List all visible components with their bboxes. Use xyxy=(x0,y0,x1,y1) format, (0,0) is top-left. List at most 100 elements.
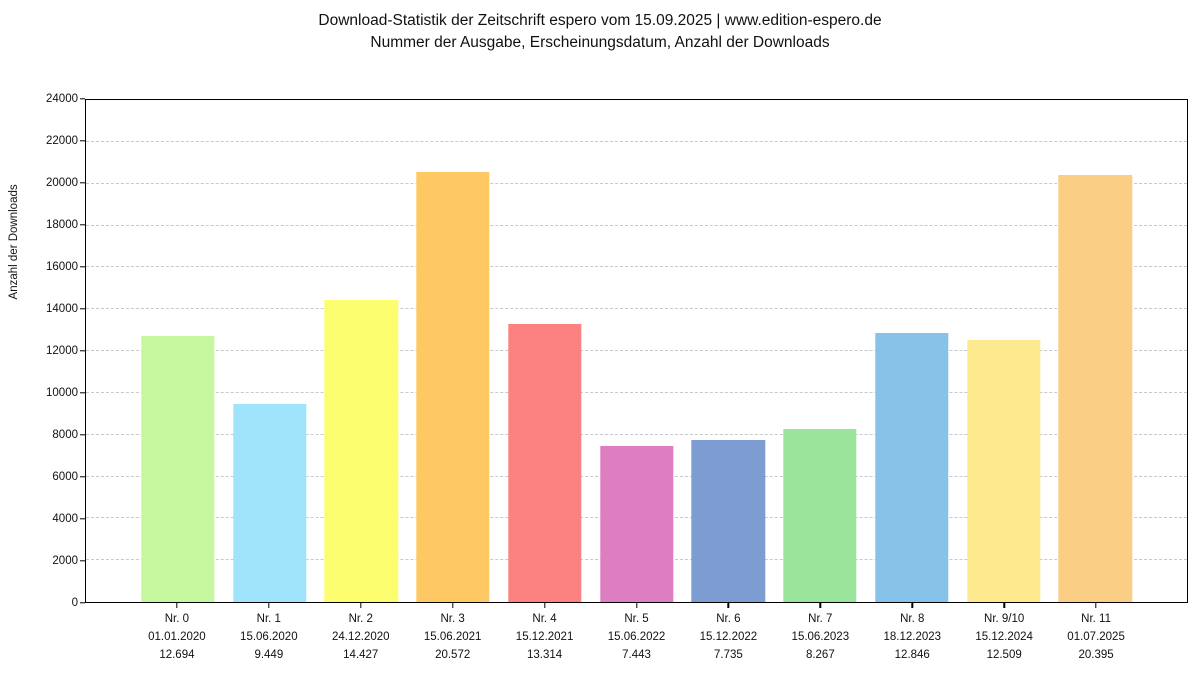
x-label-group-4: Nr. 4 15.12.2021 13.314 xyxy=(485,610,605,664)
download-count-label: 7.735 xyxy=(714,649,743,661)
x-tick-mark-4 xyxy=(543,603,546,608)
chart-title: Download-Statistik der Zeitschrift esper… xyxy=(318,12,882,29)
issue-number-label: Nr. 11 xyxy=(1081,613,1111,625)
x-label-group-7: Nr. 7 15.06.2023 8.267 xyxy=(760,610,880,664)
y-tick-mark-14000 xyxy=(80,308,85,310)
y-tick-mark-16000 xyxy=(80,266,85,268)
issue-date-label: 15.06.2021 xyxy=(423,631,482,643)
download-count-label: 9.449 xyxy=(254,649,284,661)
gridline-12000 xyxy=(86,350,1187,351)
issue-date-label: 24.12.2020 xyxy=(331,631,390,643)
issue-number-label: Nr. 4 xyxy=(532,613,557,625)
bar-nr-2 xyxy=(324,300,398,602)
y-tick-mark-8000 xyxy=(80,434,85,436)
x-label-group-10: Nr. 11 01.07.2025 20.395 xyxy=(1036,610,1156,664)
download-count-label: 12.846 xyxy=(894,649,930,661)
x-tick-mark-10 xyxy=(1095,603,1097,608)
issue-date-label: 18.12.2023 xyxy=(883,631,942,643)
gridline-16000 xyxy=(86,266,1187,268)
issue-number-label: Nr. 3 xyxy=(440,613,465,625)
x-tick-mark-9 xyxy=(1003,603,1005,608)
y-tick-mark-2000 xyxy=(80,560,85,562)
issue-number-label: Nr. 0 xyxy=(164,613,190,625)
download-count-label: 12.509 xyxy=(986,649,1022,661)
plot-area xyxy=(85,99,1188,603)
gridline-20000 xyxy=(86,182,1187,184)
issue-date-label: 01.07.2025 xyxy=(1067,631,1125,643)
issue-number-label: Nr. 2 xyxy=(348,613,373,625)
x-tick-mark-0 xyxy=(176,603,178,608)
issue-date-label: 15.06.2022 xyxy=(607,631,666,643)
y-tick-label-12000: 12000 xyxy=(46,345,78,357)
gridline-8000 xyxy=(86,433,1187,435)
x-tick-mark-1 xyxy=(268,603,270,608)
gridline-18000 xyxy=(86,224,1187,226)
issue-number-label: Nr. 8 xyxy=(900,613,925,625)
y-tick-mark-10000 xyxy=(80,392,85,394)
x-tick-mark-5 xyxy=(635,603,638,608)
download-count-label: 14.427 xyxy=(343,649,379,661)
bar-nr-11 xyxy=(1058,175,1132,602)
y-tick-mark-18000 xyxy=(80,224,85,226)
bar-nr-6 xyxy=(691,440,765,602)
x-label-group-8: Nr. 8 18.12.2023 12.846 xyxy=(852,610,972,664)
gridline-14000 xyxy=(86,308,1187,310)
download-count-label: 20.395 xyxy=(1078,649,1114,661)
bar-nr-8 xyxy=(875,333,949,602)
issue-number-label: Nr. 6 xyxy=(716,613,741,625)
y-tick-label-20000: 20000 xyxy=(46,177,78,189)
y-tick-mark-24000 xyxy=(80,98,85,100)
bar-nr-5 xyxy=(599,446,674,602)
y-axis-label: Anzahl der Downloads xyxy=(8,184,20,300)
x-tick-mark-6 xyxy=(727,603,730,608)
issue-number-label: Nr. 1 xyxy=(256,613,281,625)
x-tick-mark-8 xyxy=(911,603,913,608)
issue-date-label: 15.12.2021 xyxy=(515,631,574,643)
x-tick-mark-7 xyxy=(819,603,822,608)
issue-number-label: Nr. 9/10 xyxy=(984,613,1025,625)
bar-nr-9-10 xyxy=(966,340,1041,602)
y-tick-mark-20000 xyxy=(80,182,85,184)
y-tick-label-24000: 24000 xyxy=(46,93,78,105)
bar-nr-3 xyxy=(416,171,490,602)
issue-date-label: 15.12.2024 xyxy=(975,631,1033,643)
x-label-group-6: Nr. 6 15.12.2022 7.735 xyxy=(668,610,788,664)
y-tick-label-8000: 8000 xyxy=(52,429,78,441)
bar-nr-7 xyxy=(783,429,857,602)
download-count-label: 8.267 xyxy=(805,649,835,661)
x-label-group-0: Nr. 0 01.01.2020 12.694 xyxy=(117,610,237,664)
issue-date-label: 15.06.2020 xyxy=(240,631,298,643)
y-tick-mark-22000 xyxy=(80,140,85,142)
title-block: Download-Statistik der Zeitschrift esper… xyxy=(0,10,1200,54)
bar-nr-1 xyxy=(232,404,307,602)
download-count-label: 7.443 xyxy=(622,649,651,661)
x-label-group-1: Nr. 1 15.06.2020 9.449 xyxy=(209,610,329,664)
x-tick-mark-2 xyxy=(360,603,362,608)
bar-nr-0 xyxy=(141,336,215,602)
y-tick-label-4000: 4000 xyxy=(52,513,78,525)
y-tick-label-6000: 6000 xyxy=(52,471,78,483)
x-label-group-9: Nr. 9/10 15.12.2024 12.509 xyxy=(944,610,1064,664)
y-tick-mark-0 xyxy=(80,602,85,604)
bar-nr-4 xyxy=(508,323,582,602)
y-tick-label-10000: 10000 xyxy=(46,387,78,399)
issue-date-label: 15.12.2022 xyxy=(699,631,758,643)
x-label-group-2: Nr. 2 24.12.2020 14.427 xyxy=(301,610,421,664)
gridline-10000 xyxy=(86,391,1187,393)
y-tick-label-18000: 18000 xyxy=(46,219,78,231)
y-tick-mark-12000 xyxy=(80,350,85,352)
chart-subtitle: Nummer der Ausgabe, Erscheinungsdatum, A… xyxy=(370,34,830,51)
gridline-22000 xyxy=(86,140,1187,142)
x-tick-mark-3 xyxy=(451,603,454,608)
y-tick-label-0: 0 xyxy=(71,597,78,609)
download-count-label: 12.694 xyxy=(159,649,195,661)
y-tick-label-22000: 22000 xyxy=(46,135,78,147)
y-tick-mark-6000 xyxy=(80,476,85,478)
y-tick-label-2000: 2000 xyxy=(52,555,78,567)
download-count-label: 20.572 xyxy=(435,649,471,661)
issue-date-label: 01.01.2020 xyxy=(148,631,206,643)
y-tick-mark-4000 xyxy=(80,518,85,520)
issue-date-label: 15.06.2023 xyxy=(791,631,850,643)
issue-number-label: Nr. 5 xyxy=(624,613,649,625)
